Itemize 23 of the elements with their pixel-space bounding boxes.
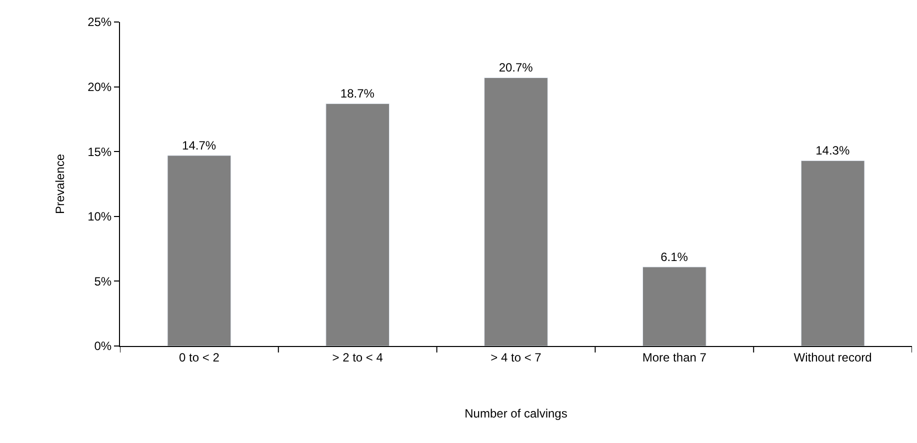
- y-tick-label: 25%: [88, 15, 112, 30]
- x-tick-label: 0 to < 2: [179, 350, 220, 364]
- y-tick-label: 10%: [88, 210, 112, 224]
- bar: [642, 266, 706, 346]
- bar: [800, 160, 865, 346]
- x-axis-title: Number of calvings: [464, 406, 568, 420]
- y-tick-label: 0%: [94, 339, 112, 354]
- bar: [326, 103, 390, 346]
- data-label: 20.7%: [498, 60, 534, 75]
- data-label: 18.7%: [340, 86, 375, 101]
- y-tick-label: 5%: [94, 274, 112, 288]
- data-label: 14.7%: [182, 138, 216, 152]
- bar: [484, 77, 548, 346]
- bar: [167, 155, 232, 346]
- x-tick-label: Without record: [794, 350, 872, 364]
- data-label: 6.1%: [660, 250, 688, 264]
- x-tick-label: > 2 to < 4: [332, 350, 384, 364]
- y-tick-label: 15%: [88, 144, 112, 159]
- y-tick-label: 20%: [88, 80, 112, 94]
- data-label: 14.3%: [816, 144, 850, 158]
- x-tick-label: More than 7: [642, 350, 707, 364]
- y-axis-title: Prevalence: [52, 154, 67, 214]
- x-tick-label: > 4 to < 7: [490, 350, 542, 364]
